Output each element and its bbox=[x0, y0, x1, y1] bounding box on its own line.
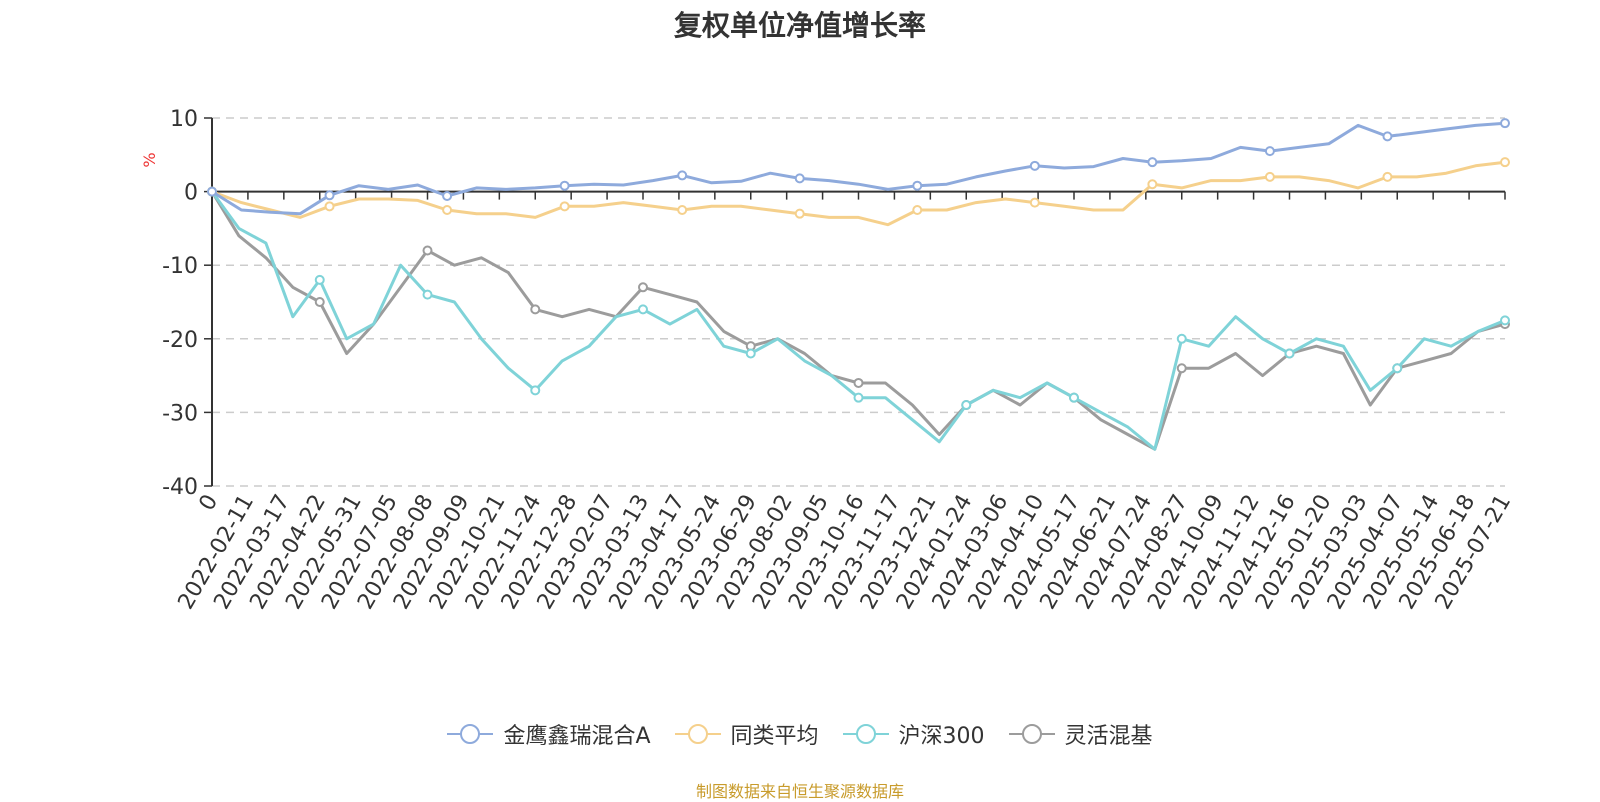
y-tick-label: -40 bbox=[162, 475, 198, 500]
data-point bbox=[1264, 171, 1275, 182]
data-point bbox=[1500, 118, 1510, 129]
data-point bbox=[745, 348, 756, 359]
y-tick-label: 10 bbox=[170, 107, 198, 132]
data-point bbox=[677, 205, 688, 215]
data-point bbox=[961, 400, 972, 411]
legend-label: 金鹰鑫瑞混合A bbox=[503, 724, 651, 749]
y-axis-label: % bbox=[140, 152, 159, 167]
data-point bbox=[324, 190, 335, 201]
data-point bbox=[530, 304, 541, 315]
data-point bbox=[1264, 146, 1275, 157]
data-point bbox=[1147, 157, 1158, 168]
data-point bbox=[422, 245, 433, 256]
series-line bbox=[211, 160, 1506, 227]
data-point bbox=[1382, 171, 1393, 182]
data-point bbox=[912, 180, 923, 191]
data-point bbox=[1069, 392, 1079, 403]
legend-item[interactable]: 同类平均 bbox=[674, 718, 819, 750]
data-point bbox=[442, 205, 453, 215]
legend-label: 灵活混基 bbox=[1064, 724, 1153, 749]
series-line bbox=[210, 190, 1506, 451]
legend-marker-icon bbox=[842, 724, 889, 744]
data-point bbox=[1392, 363, 1403, 374]
data-point bbox=[1029, 160, 1040, 171]
data-point bbox=[559, 201, 570, 212]
data-point bbox=[1500, 315, 1510, 326]
legend-item[interactable]: 金鹰鑫瑞混合A bbox=[447, 718, 651, 750]
data-point bbox=[1029, 197, 1040, 208]
data-point bbox=[794, 173, 805, 184]
legend-item[interactable]: 灵活混基 bbox=[1008, 718, 1153, 750]
data-point bbox=[559, 180, 570, 191]
data-point bbox=[1284, 348, 1295, 359]
y-tick-label: -30 bbox=[162, 401, 198, 426]
series-line bbox=[210, 190, 1506, 451]
data-point bbox=[314, 274, 325, 285]
data-point bbox=[853, 377, 864, 388]
x-tick-label: 0 bbox=[195, 491, 224, 516]
data-point bbox=[677, 170, 688, 181]
data-point bbox=[794, 208, 805, 219]
chart-legend: 金鹰鑫瑞混合A 同类平均 沪深300 灵活混基 bbox=[0, 718, 1600, 750]
data-point bbox=[638, 304, 648, 315]
data-point bbox=[1176, 333, 1187, 344]
legend-item[interactable]: 沪深300 bbox=[842, 718, 985, 750]
data-point bbox=[314, 297, 325, 307]
data-point bbox=[207, 186, 217, 197]
data-source-note: 制图数据来自恒生聚源数据库 bbox=[695, 782, 904, 801]
data-point bbox=[1147, 179, 1158, 190]
legend-label: 沪深300 bbox=[898, 724, 985, 749]
legend-marker-icon bbox=[1008, 724, 1055, 744]
data-point bbox=[1176, 363, 1187, 374]
series-line bbox=[211, 121, 1506, 216]
chart-title: 复权单位净值增长率 bbox=[673, 9, 926, 42]
data-point bbox=[638, 282, 648, 293]
legend-label: 同类平均 bbox=[730, 724, 819, 749]
y-tick-label: 0 bbox=[184, 181, 198, 206]
y-tick-label: -10 bbox=[162, 254, 198, 279]
y-tick-label: -20 bbox=[162, 328, 198, 353]
legend-marker-icon bbox=[674, 724, 721, 744]
legend-marker-icon bbox=[447, 724, 494, 744]
data-point bbox=[1500, 157, 1510, 168]
data-point bbox=[1382, 131, 1393, 142]
data-point bbox=[324, 201, 335, 212]
data-point bbox=[912, 205, 923, 215]
data-point bbox=[853, 392, 864, 403]
data-point bbox=[530, 385, 541, 396]
data-point bbox=[442, 191, 453, 202]
data-point bbox=[422, 289, 433, 300]
